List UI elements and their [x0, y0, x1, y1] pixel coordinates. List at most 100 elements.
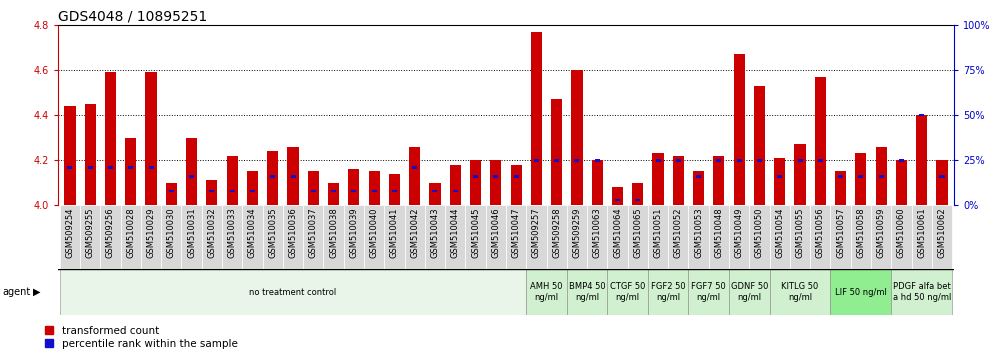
Bar: [612, 187, 623, 205]
FancyBboxPatch shape: [627, 205, 648, 269]
FancyBboxPatch shape: [140, 205, 161, 269]
Bar: [227, 156, 238, 205]
Bar: [473, 175, 478, 178]
FancyBboxPatch shape: [608, 269, 648, 315]
Text: no treatment control: no treatment control: [249, 287, 337, 297]
Text: ▶: ▶: [33, 287, 41, 297]
Bar: [693, 171, 704, 205]
FancyBboxPatch shape: [831, 205, 851, 269]
FancyBboxPatch shape: [283, 205, 303, 269]
Bar: [939, 175, 944, 178]
FancyBboxPatch shape: [445, 205, 465, 269]
Text: GSM510040: GSM510040: [370, 207, 378, 258]
FancyBboxPatch shape: [80, 205, 101, 269]
Bar: [247, 171, 258, 205]
Text: GSM510053: GSM510053: [694, 207, 703, 258]
Bar: [534, 159, 539, 161]
Text: GSM510038: GSM510038: [329, 207, 338, 258]
Bar: [551, 99, 563, 205]
FancyBboxPatch shape: [425, 205, 445, 269]
Bar: [595, 159, 600, 161]
FancyBboxPatch shape: [770, 205, 790, 269]
FancyBboxPatch shape: [729, 205, 749, 269]
Bar: [125, 138, 136, 205]
FancyBboxPatch shape: [567, 205, 587, 269]
FancyBboxPatch shape: [161, 205, 181, 269]
Text: GSM510030: GSM510030: [167, 207, 176, 258]
Bar: [88, 166, 93, 169]
Bar: [511, 165, 522, 205]
FancyBboxPatch shape: [384, 205, 404, 269]
FancyBboxPatch shape: [790, 205, 810, 269]
Bar: [267, 151, 278, 205]
Bar: [716, 159, 721, 161]
Text: GSM510045: GSM510045: [471, 207, 480, 258]
Text: GSM510048: GSM510048: [714, 207, 723, 258]
Text: GSM510035: GSM510035: [268, 207, 277, 258]
Text: FGF7 50
ng/ml: FGF7 50 ng/ml: [691, 282, 726, 302]
Bar: [65, 106, 76, 205]
FancyBboxPatch shape: [465, 205, 486, 269]
Text: GSM509259: GSM509259: [573, 207, 582, 258]
FancyBboxPatch shape: [567, 269, 608, 315]
Bar: [369, 171, 379, 205]
FancyBboxPatch shape: [891, 205, 911, 269]
Text: GSM510033: GSM510033: [228, 207, 237, 258]
FancyBboxPatch shape: [831, 269, 891, 315]
Bar: [311, 189, 316, 192]
FancyBboxPatch shape: [891, 269, 952, 315]
Bar: [835, 171, 847, 205]
Bar: [352, 189, 357, 192]
Bar: [737, 159, 742, 161]
Text: GSM509254: GSM509254: [66, 207, 75, 258]
FancyBboxPatch shape: [324, 205, 344, 269]
FancyBboxPatch shape: [344, 205, 364, 269]
Bar: [189, 175, 194, 178]
Bar: [655, 159, 660, 161]
Text: GSM510064: GSM510064: [613, 207, 622, 258]
Text: GSM510061: GSM510061: [917, 207, 926, 258]
Text: GSM510034: GSM510034: [248, 207, 257, 258]
Text: GSM510051: GSM510051: [653, 207, 662, 258]
Text: BMP4 50
ng/ml: BMP4 50 ng/ml: [569, 282, 606, 302]
FancyBboxPatch shape: [810, 205, 831, 269]
Bar: [672, 156, 684, 205]
FancyBboxPatch shape: [648, 269, 688, 315]
Text: GSM510047: GSM510047: [512, 207, 521, 258]
FancyBboxPatch shape: [668, 205, 688, 269]
Bar: [652, 153, 663, 205]
Text: GSM510057: GSM510057: [836, 207, 845, 258]
Bar: [331, 189, 336, 192]
Bar: [554, 159, 559, 161]
Bar: [68, 166, 73, 169]
Text: GSM510058: GSM510058: [857, 207, 866, 258]
FancyBboxPatch shape: [729, 269, 770, 315]
Bar: [514, 175, 519, 178]
Bar: [795, 144, 806, 205]
Bar: [493, 175, 498, 178]
Bar: [388, 174, 400, 205]
Text: GSM509258: GSM509258: [552, 207, 561, 258]
Text: GSM510032: GSM510032: [207, 207, 216, 258]
Bar: [169, 189, 174, 192]
Bar: [895, 160, 907, 205]
Bar: [490, 160, 501, 205]
Bar: [449, 165, 461, 205]
Bar: [757, 159, 762, 161]
Text: GSM509255: GSM509255: [86, 207, 95, 258]
Bar: [328, 183, 340, 205]
Text: LIF 50 ng/ml: LIF 50 ng/ml: [835, 287, 886, 297]
Text: CTGF 50
ng/ml: CTGF 50 ng/ml: [610, 282, 645, 302]
Bar: [878, 175, 883, 178]
Text: GSM510028: GSM510028: [126, 207, 135, 258]
Bar: [815, 77, 826, 205]
Bar: [308, 171, 319, 205]
Bar: [470, 160, 481, 205]
FancyBboxPatch shape: [749, 205, 770, 269]
Bar: [432, 189, 437, 192]
FancyBboxPatch shape: [222, 205, 242, 269]
Bar: [777, 175, 782, 178]
Text: GSM510029: GSM510029: [146, 207, 155, 258]
Bar: [615, 199, 621, 201]
Text: GSM510050: GSM510050: [755, 207, 764, 258]
